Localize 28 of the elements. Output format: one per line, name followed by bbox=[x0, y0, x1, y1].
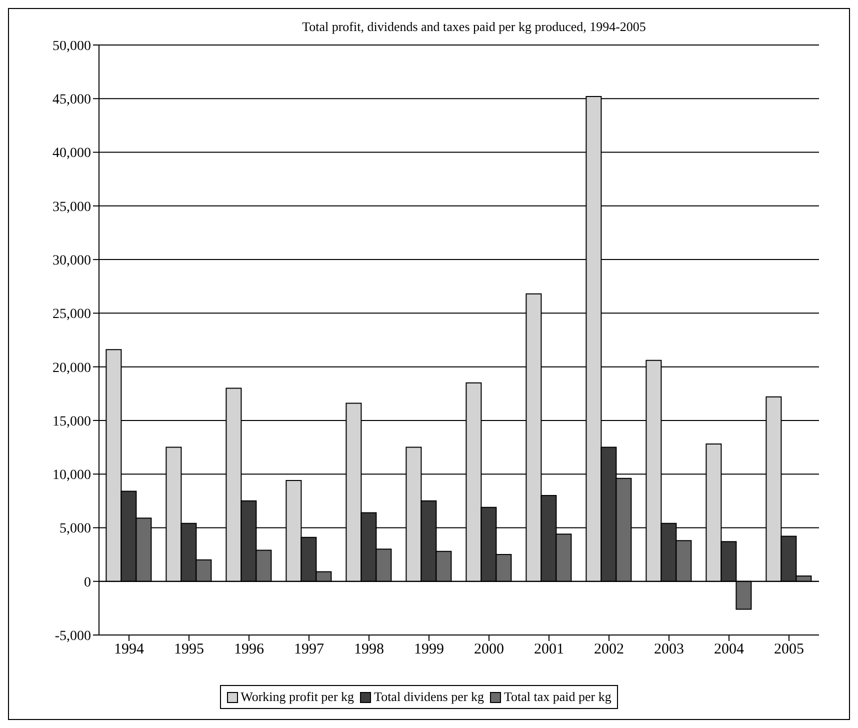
x-tick-label: 1999 bbox=[414, 642, 444, 658]
y-tick-label: 50,000 bbox=[52, 38, 91, 54]
legend-label: Working profit per kg bbox=[240, 689, 354, 705]
y-tick-label: 20,000 bbox=[52, 360, 91, 376]
y-tick-label: 10,000 bbox=[52, 468, 91, 484]
x-tick-label: 2000 bbox=[474, 642, 504, 658]
y-tick-label: 0 bbox=[84, 575, 91, 590]
y-tick-label: 15,000 bbox=[52, 414, 91, 430]
y-tick-label: 5,000 bbox=[60, 522, 91, 537]
x-tick-label: 2004 bbox=[714, 642, 744, 658]
y-tick-label: 35,000 bbox=[52, 200, 91, 215]
legend-label: Total dividens per kg bbox=[373, 689, 484, 705]
x-tick-label: 2001 bbox=[534, 642, 564, 658]
legend-label: Total tax paid per kg bbox=[502, 689, 612, 705]
y-tick-label: 40,000 bbox=[52, 146, 91, 162]
x-tick-label: 2002 bbox=[594, 642, 624, 658]
x-tick-label: 1997 bbox=[294, 642, 324, 658]
x-tick-label: 2005 bbox=[774, 642, 804, 658]
x-tick-label: 1995 bbox=[174, 642, 204, 658]
chart-title: Total profit, dividends and taxes paid per kg produced, 1994-2005 bbox=[301, 18, 647, 36]
x-tick-label: 2003 bbox=[654, 642, 684, 658]
y-tick-label: 25,000 bbox=[52, 307, 91, 322]
y-tick-label: -5,000 bbox=[54, 628, 91, 644]
x-tick-label: 1998 bbox=[354, 642, 384, 658]
x-tick-label: 1996 bbox=[234, 642, 264, 658]
x-tick-label: 1994 bbox=[114, 642, 144, 658]
y-tick-label: 30,000 bbox=[52, 254, 91, 269]
y-tick-label: 45,000 bbox=[52, 92, 91, 108]
